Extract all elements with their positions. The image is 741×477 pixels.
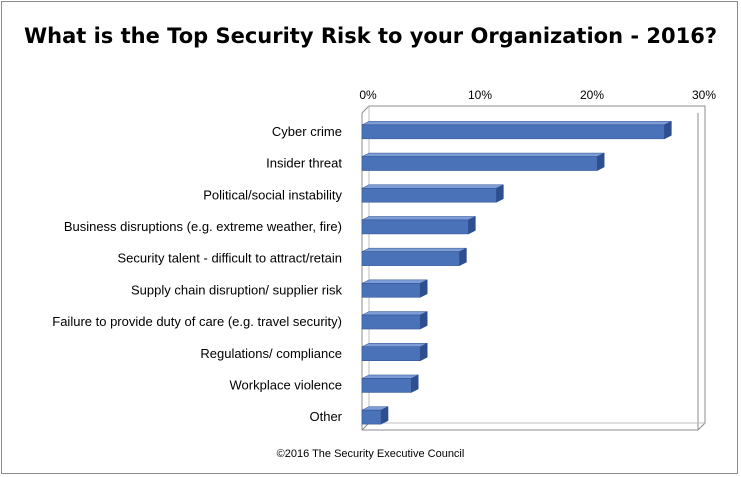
bar-top-face (361, 311, 428, 316)
x-tick-label: 30% (692, 88, 716, 102)
bar-front-face (361, 346, 421, 361)
bar-top-face (361, 216, 476, 221)
bar (361, 374, 419, 393)
bar-front-face (361, 188, 497, 203)
bar (361, 247, 467, 267)
bar-front-face (361, 283, 421, 298)
bar-top-face (361, 152, 605, 157)
category-label: Workplace violence (230, 377, 342, 392)
chart-title: What is the Top Security Risk to your Or… (23, 24, 718, 48)
x-tick-label: 0% (359, 88, 377, 102)
category-label: Political/social instability (203, 187, 342, 202)
category-label: Security talent - difficult to attract/r… (118, 251, 342, 266)
bar (361, 216, 476, 235)
bar-front-face (361, 124, 665, 140)
bar (361, 311, 428, 330)
bar-front-face (361, 314, 421, 330)
category-label: Supply chain disruption/ supplier risk (131, 282, 342, 297)
plot-back-frame (361, 105, 706, 431)
bar-top-face (361, 121, 672, 126)
bar-top-face (361, 374, 419, 379)
bar-top-face (361, 184, 504, 189)
copyright-footer: ©2016 The Security Executive Council (276, 448, 465, 460)
x-tick-label: 10% (468, 88, 492, 102)
bar (361, 184, 504, 203)
bar-front-face (361, 219, 469, 235)
bar (361, 279, 428, 298)
bar-front-face (361, 378, 412, 393)
bar (361, 120, 672, 140)
bars (361, 120, 672, 425)
bar-front-face (361, 156, 598, 171)
category-label: Regulations/ compliance (200, 346, 342, 361)
bar-top-face (361, 279, 428, 284)
category-label: Business disruptions (e.g. extreme weath… (64, 219, 342, 234)
x-tick-label: 20% (580, 88, 604, 102)
bar (361, 406, 389, 425)
bar-front-face (361, 409, 382, 425)
bar (361, 342, 428, 362)
category-labels: Cyber crime Insider threat Political/socia… (52, 124, 342, 424)
category-label: Cyber crime (272, 124, 342, 139)
bar-top-face (361, 343, 428, 347)
bar (361, 152, 605, 171)
category-label: Insider threat (266, 156, 342, 171)
bar-top-face (361, 247, 467, 252)
category-label: Other (309, 409, 342, 424)
x-tick-labels: 0% 10% 20% 30% (359, 88, 716, 102)
bar-front-face (361, 251, 460, 266)
category-label: Failure to provide duty of care (e.g. tr… (52, 314, 342, 329)
